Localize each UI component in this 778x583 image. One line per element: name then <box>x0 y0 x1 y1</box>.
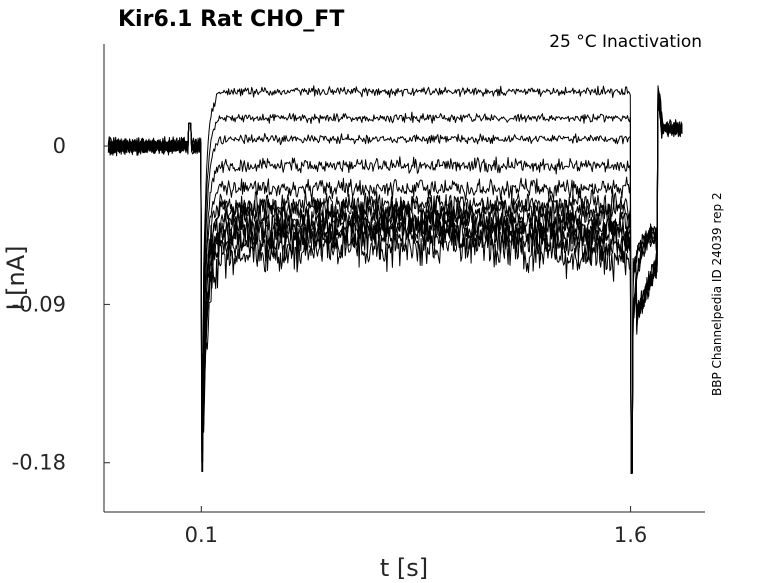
y-tick-label: -0.09 <box>12 292 66 316</box>
plot-area: 0 -0.09 -0.18 0.1 1.6 <box>12 44 705 547</box>
channelpedia-id-note: BBP Channelpedia ID 24039 rep 2 <box>710 192 724 396</box>
y-ticks: 0 -0.09 -0.18 <box>12 134 110 475</box>
chart-title: Kir6.1 Rat CHO_FT <box>118 7 344 32</box>
x-tick-label: 0.1 <box>185 523 218 547</box>
sweep-trace <box>107 108 683 474</box>
sweep-trace <box>107 100 683 474</box>
sweep-trace <box>107 100 683 474</box>
y-axis-label: I [nA] <box>2 245 30 310</box>
x-tick-label: 1.6 <box>614 523 647 547</box>
y-tick-label: 0 <box>53 134 66 158</box>
x-ticks: 0.1 1.6 <box>185 506 647 547</box>
current-traces <box>107 85 683 474</box>
chart-subtitle: 25 °C Inactivation <box>549 32 702 52</box>
y-tick-label: -0.18 <box>12 451 66 475</box>
sweep-trace <box>107 103 683 474</box>
sweep-trace <box>107 106 683 474</box>
sweep-trace <box>108 85 683 474</box>
x-axis-label: t [s] <box>380 554 428 582</box>
sweep-trace <box>107 94 683 474</box>
